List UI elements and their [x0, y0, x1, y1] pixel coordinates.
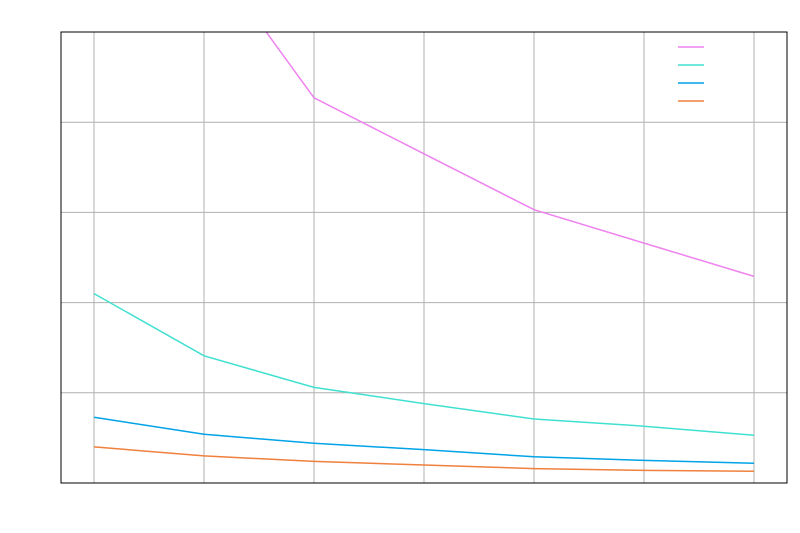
series-layer	[93, 32, 755, 473]
series-line-4	[93, 446, 755, 473]
series-line-1	[265, 32, 755, 278]
legend	[678, 46, 704, 102]
series-line-3	[93, 416, 755, 464]
series-line-2	[93, 292, 755, 436]
plot-frame	[60, 31, 788, 484]
grid	[61, 32, 787, 483]
